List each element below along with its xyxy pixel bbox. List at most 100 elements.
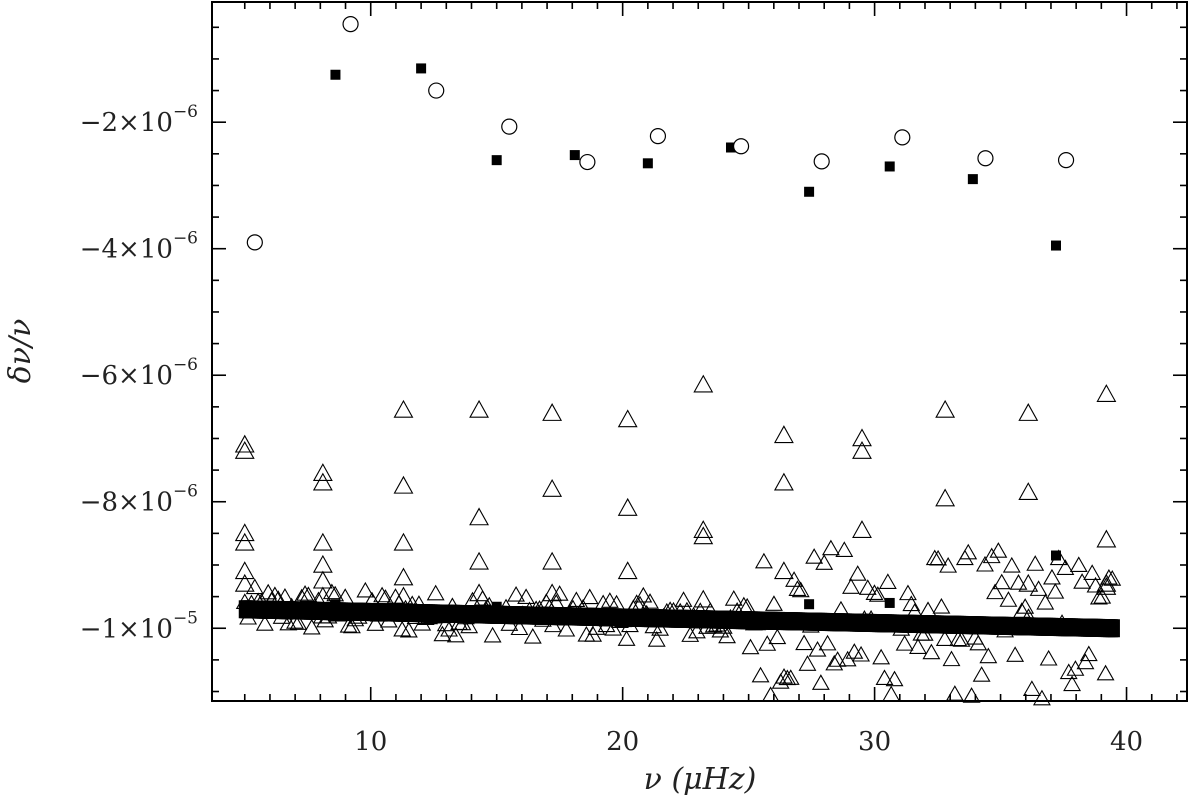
circle-point [977,150,994,167]
band-triangle [872,648,891,665]
triangle-point [617,561,638,580]
x-tick-label: 40 [1110,727,1143,757]
band-triangle [289,614,308,630]
band-triangle [1073,573,1092,589]
triangle-point [393,475,414,494]
band-triangle [875,669,894,686]
y-axis-label: δν/ν [3,319,38,384]
band-triangle [932,597,951,614]
triangle-point [542,583,563,602]
band-triangle [426,584,445,601]
band-triangle [909,638,927,654]
band-triangle [483,626,502,643]
band-triangle [507,585,526,602]
square-point [967,174,978,185]
band-triangle [825,654,844,671]
band-triangle [781,669,800,685]
triangle-point [393,567,414,586]
triangle-point [693,374,714,393]
square-point [804,599,815,610]
y-tick-mantissa: −1×10 [80,614,173,644]
triangle-point [1096,577,1117,595]
band-triangle [433,625,452,642]
y-tick-mantissa: −2×10 [80,108,173,138]
band-triangle [1079,645,1098,662]
y-tick-exponent: −5 [173,608,198,628]
square-point [569,150,580,161]
band-triangle [976,555,994,572]
triangle-point [773,425,794,444]
y-tick-label: −8×10−6 [80,482,198,518]
band-triangle [1006,646,1025,662]
band-triangle [255,615,274,631]
band-triangle [296,585,314,601]
circle-point [501,118,518,135]
band-triangle [798,655,817,671]
band-triangle [1056,559,1075,575]
triangle-point [1096,573,1117,592]
band-triangle [982,547,1001,564]
band-triangle [865,584,884,600]
band-triangle [929,549,948,566]
triangle-point [617,497,638,516]
square-point [642,158,653,169]
band-triangle [922,643,941,660]
triangle-point [1096,529,1117,548]
band-triangle [808,640,827,657]
band-triangle [992,573,1011,590]
band-triangle [1083,564,1102,580]
band-triangle [979,647,998,664]
triangle-point [1096,384,1117,402]
band-triangle [634,586,653,603]
triangle-point [935,399,956,418]
axis-ticks [212,2,1187,701]
triangle-point [1018,573,1039,592]
triangle-point [852,440,872,459]
triangle-point [393,399,414,418]
band-triangle [842,578,860,594]
band-triangle [955,549,974,566]
band-triangle [791,581,810,598]
band-triangle [724,590,743,606]
circle-series-layer [246,16,1075,251]
band-triangle [815,554,834,570]
triangle-point [693,526,714,545]
square-point [804,186,815,197]
x-tick-label: 30 [858,727,891,757]
band-triangle [1059,663,1078,680]
band-triangle [882,685,901,702]
band-triangle [600,592,619,608]
band-triangle [969,634,988,651]
triangle-point [234,434,255,453]
triangle-point [393,586,414,605]
square-point [1050,240,1061,251]
square-point [416,63,427,74]
band-triangle [567,591,586,608]
y-tick-mantissa: −8×10 [80,488,173,518]
circle-point [732,138,750,155]
band-triangle [1009,574,1028,590]
square-point [491,601,502,612]
band-triangle [858,579,877,595]
band-triangle [852,645,871,662]
band-triangle [517,588,536,604]
square-series-layer [330,63,1061,612]
triangle-point [469,399,489,418]
band-triangle [942,650,961,667]
square-point [884,597,895,608]
band-triangle [1069,556,1088,572]
triangle-point [234,561,255,580]
square-point [491,155,502,166]
triangle-point [693,520,714,538]
band-triangle [617,630,636,646]
band-triangle [818,634,837,651]
circle-point [649,128,667,145]
square-point [725,142,736,153]
plot-frame [211,1,1188,702]
x-tick-label: 20 [606,727,639,757]
y-tick-exponent: −6 [173,355,198,375]
circle-point [894,129,911,146]
square-point [1050,550,1061,561]
triangle-point [617,409,638,428]
